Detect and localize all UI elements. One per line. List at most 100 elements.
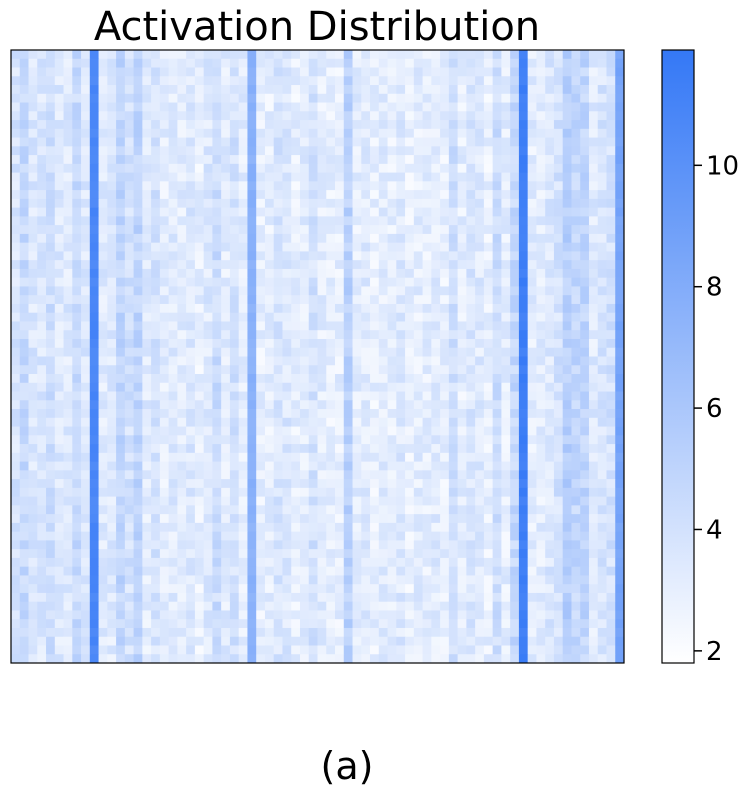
heatmap-cell bbox=[378, 592, 388, 603]
heatmap-cell bbox=[606, 120, 616, 130]
heatmap-cell bbox=[361, 216, 371, 226]
heatmap-cell bbox=[142, 584, 152, 594]
heatmap-cell bbox=[72, 365, 82, 375]
chart-title: Activation Distribution bbox=[94, 4, 540, 50]
heatmap-cell bbox=[308, 409, 318, 419]
heatmap-cell bbox=[238, 452, 248, 462]
heatmap-cell bbox=[597, 347, 607, 357]
heatmap-cell bbox=[124, 312, 134, 322]
heatmap-cell bbox=[238, 584, 248, 594]
heatmap-cell bbox=[194, 636, 205, 646]
heatmap-cell bbox=[475, 198, 485, 209]
heatmap-cell bbox=[256, 251, 266, 261]
heatmap-cell bbox=[247, 557, 257, 568]
heatmap-cell bbox=[457, 417, 467, 427]
heatmap-cell bbox=[54, 409, 64, 419]
heatmap-cell bbox=[63, 365, 73, 375]
heatmap-cell bbox=[431, 172, 441, 182]
heatmap-cell bbox=[317, 146, 327, 156]
heatmap-cell bbox=[510, 303, 520, 314]
heatmap-cell bbox=[378, 409, 388, 419]
heatmap-cell bbox=[352, 557, 362, 568]
heatmap-cell bbox=[124, 102, 134, 112]
heatmap-cell bbox=[588, 575, 599, 585]
heatmap-cell bbox=[527, 566, 537, 576]
heatmap-cell bbox=[54, 540, 64, 550]
heatmap-cell bbox=[510, 347, 520, 357]
heatmap-cell bbox=[431, 242, 441, 252]
heatmap-cell bbox=[177, 172, 187, 182]
heatmap-cell bbox=[580, 190, 590, 200]
heatmap-cell bbox=[545, 251, 555, 261]
heatmap-cell bbox=[571, 85, 581, 95]
heatmap-cell bbox=[229, 592, 240, 603]
heatmap-cell bbox=[28, 181, 38, 191]
heatmap-cell bbox=[291, 540, 301, 550]
heatmap-cell bbox=[151, 137, 161, 147]
heatmap-cell bbox=[133, 505, 143, 515]
heatmap-cell bbox=[545, 426, 555, 436]
heatmap-cell bbox=[282, 102, 292, 112]
heatmap-cell bbox=[413, 654, 423, 664]
heatmap-cell bbox=[466, 619, 476, 629]
heatmap-cell bbox=[273, 400, 283, 410]
heatmap-cell bbox=[536, 601, 546, 611]
heatmap-cell bbox=[527, 181, 537, 191]
heatmap-cell bbox=[448, 181, 459, 191]
heatmap-cell bbox=[387, 181, 397, 191]
heatmap-cell bbox=[597, 627, 607, 638]
heatmap-cell bbox=[98, 645, 108, 655]
heatmap-cell bbox=[186, 619, 196, 629]
heatmap-cell bbox=[326, 636, 336, 646]
heatmap-cell bbox=[151, 50, 161, 60]
heatmap-cell bbox=[133, 120, 143, 130]
heatmap-cell bbox=[405, 172, 415, 182]
heatmap-cell bbox=[308, 426, 318, 436]
heatmap-cell bbox=[81, 111, 91, 121]
heatmap-cell bbox=[19, 479, 29, 489]
heatmap-cell bbox=[212, 619, 222, 629]
heatmap-cell bbox=[291, 172, 301, 182]
heatmap-cell bbox=[54, 338, 64, 349]
heatmap-cell bbox=[510, 207, 520, 217]
heatmap-cell bbox=[352, 654, 362, 664]
heatmap-cell bbox=[186, 409, 196, 419]
heatmap-cell bbox=[142, 382, 152, 392]
heatmap-cell bbox=[361, 146, 371, 156]
heatmap-cell bbox=[352, 505, 362, 515]
heatmap-cell bbox=[606, 163, 616, 173]
heatmap-cell bbox=[81, 514, 91, 524]
heatmap-cell bbox=[46, 146, 56, 156]
heatmap-cell bbox=[518, 619, 529, 629]
heatmap-cell bbox=[413, 400, 423, 410]
heatmap-cell bbox=[282, 172, 292, 182]
heatmap-cell bbox=[221, 391, 231, 401]
heatmap-cell bbox=[299, 470, 310, 480]
heatmap-cell bbox=[606, 531, 616, 541]
heatmap-cell bbox=[396, 128, 406, 138]
heatmap-cell bbox=[238, 435, 248, 445]
heatmap-cell bbox=[133, 93, 143, 103]
heatmap-cell bbox=[37, 181, 47, 191]
heatmap-cell bbox=[116, 146, 126, 156]
heatmap-cell bbox=[168, 85, 178, 95]
heatmap-cell bbox=[518, 102, 529, 112]
heatmap-cell bbox=[98, 102, 108, 112]
heatmap-cell bbox=[422, 286, 432, 296]
heatmap-cell bbox=[256, 268, 266, 279]
heatmap-cell bbox=[229, 312, 240, 322]
heatmap-cell bbox=[221, 374, 231, 384]
heatmap-cell bbox=[247, 505, 257, 515]
heatmap-cell bbox=[317, 470, 327, 480]
heatmap-cell bbox=[335, 128, 345, 138]
heatmap-cell bbox=[273, 120, 283, 130]
heatmap-cell bbox=[405, 365, 415, 375]
heatmap-cell bbox=[212, 557, 222, 568]
heatmap-cell bbox=[562, 514, 572, 524]
heatmap-cell bbox=[335, 295, 345, 305]
heatmap-cell bbox=[124, 654, 134, 664]
heatmap-cell bbox=[317, 584, 327, 594]
heatmap-cell bbox=[72, 592, 82, 603]
heatmap-cell bbox=[28, 321, 38, 331]
heatmap-cell bbox=[361, 452, 371, 462]
